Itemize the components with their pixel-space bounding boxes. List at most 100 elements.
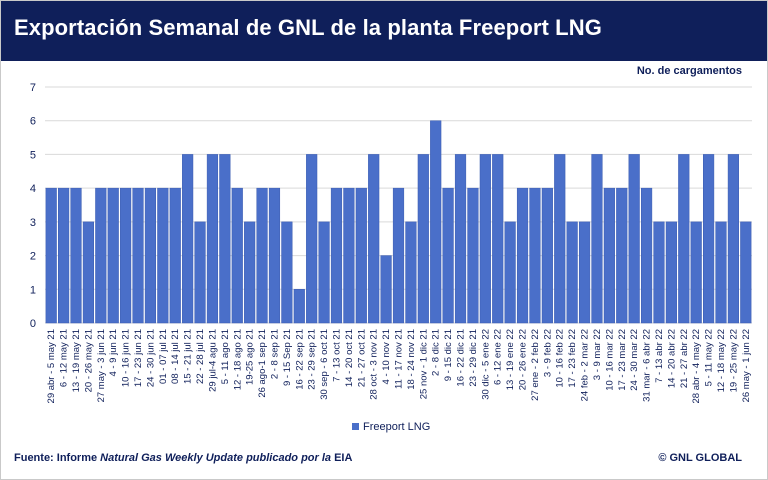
- bar: [157, 187, 169, 324]
- bar: [194, 221, 206, 324]
- x-tick-label: 22 - 28 jul 21: [195, 329, 206, 384]
- x-tick-label: 15 - 21 jul 21: [183, 329, 194, 384]
- x-tick-label: 21 - 27 oct 21: [356, 329, 367, 387]
- x-tick-label: 28 oct - 3 nov 21: [369, 329, 380, 400]
- x-tick-label: 13 - 19 may 21: [71, 329, 82, 392]
- x-tick-label: 23 - 29 dic 21: [468, 329, 479, 387]
- x-tick-label: 16 - 22 sep 21: [294, 329, 305, 390]
- x-tick-label: 3 - 9 mar 22: [592, 329, 603, 380]
- bar: [678, 154, 690, 324]
- bar: [355, 187, 367, 324]
- x-tick-label: 17 - 23 mar 22: [617, 329, 628, 391]
- bar: [281, 221, 293, 324]
- x-tick-label: 7 - 13 oct 21: [331, 329, 342, 382]
- bar: [95, 187, 107, 324]
- bar: [516, 187, 529, 324]
- x-tick-label: 17 - 23 feb 22: [567, 329, 578, 388]
- bar: [417, 154, 429, 324]
- bar: [740, 221, 752, 324]
- x-tick-label: 08 - 14 jul 21: [170, 329, 181, 384]
- bar: [640, 187, 653, 324]
- source-suffix: EIA: [331, 452, 353, 464]
- y-tick-label: 2: [30, 251, 36, 263]
- x-tick-label: 27 may - 3 jun 21: [96, 329, 107, 402]
- x-tick-label: 19-25 ago 21: [245, 329, 256, 385]
- bar: [442, 187, 454, 324]
- bar: [628, 154, 640, 324]
- y-tick-label: 3: [30, 217, 36, 229]
- bar: [541, 187, 553, 324]
- bar: [82, 221, 94, 324]
- bar: [58, 187, 70, 324]
- source-italic: Natural Gas Weekly Update publicado por …: [100, 452, 332, 464]
- x-tick-label: 14 - 20 oct 21: [344, 329, 355, 387]
- bar: [120, 187, 132, 324]
- bar: [467, 187, 479, 324]
- x-tick-label: 24 - 30 mar 22: [629, 329, 640, 391]
- x-tick-label: 17 - 23 jun 21: [133, 329, 144, 387]
- x-tick-label: 5 - 11 ago 21: [220, 329, 231, 384]
- x-tick-label: 27 ene - 2 feb 22: [530, 329, 541, 401]
- bar: [616, 187, 628, 324]
- bar: [343, 187, 355, 324]
- chart-title: Exportación Semanal de GNL de la planta …: [14, 15, 602, 40]
- legend: Freeport LNG: [352, 421, 430, 433]
- bars: [45, 120, 752, 324]
- x-axis-ticks: 29 abr - 5 may 21 6 - 12 may 21 13 - 19 ma…: [46, 329, 752, 403]
- bar: [318, 221, 330, 324]
- x-tick-label: 4 - 10 nov 21: [381, 329, 392, 384]
- x-tick-label: 9 - 15 Sep 21: [282, 329, 293, 386]
- bar: [578, 221, 591, 324]
- x-tick-label: 29 abr - 5 may 21: [46, 329, 57, 403]
- x-tick-label: 12 - 18 may 22: [716, 329, 727, 392]
- bar: [690, 221, 702, 324]
- y-tick-label: 0: [30, 318, 36, 330]
- bar: [380, 255, 392, 324]
- x-tick-label: 4 - 9 jun 21: [108, 329, 119, 377]
- bar: [492, 154, 504, 324]
- x-tick-label: 28 abr - 4 may 22: [691, 329, 702, 403]
- bar: [715, 221, 727, 324]
- x-tick-label: 30 dic - 5 ene 22: [480, 329, 491, 400]
- x-tick-label: 13 - 19 ene 22: [505, 329, 516, 390]
- x-tick-label: 10 - 16 feb 22: [555, 329, 566, 388]
- y-tick-label: 4: [30, 183, 36, 195]
- bar: [293, 289, 305, 324]
- bar: [479, 154, 491, 324]
- bar: [206, 154, 219, 324]
- x-tick-label: 10 - 16 mar 22: [604, 329, 615, 391]
- x-tick-label: 23 - 29 sep 21: [307, 329, 318, 390]
- x-tick-label: 26 may - 1 jun 22: [741, 329, 752, 402]
- x-tick-label: 2 - 8 sep 21: [269, 329, 280, 379]
- bar: [529, 187, 541, 324]
- bar: [330, 187, 343, 324]
- bar: [727, 154, 739, 324]
- bar: [703, 154, 715, 324]
- bar: [368, 154, 380, 324]
- bar: [132, 187, 144, 324]
- bar: [70, 187, 82, 324]
- bar: [665, 221, 677, 324]
- bar: [244, 221, 256, 324]
- x-tick-label: 6 - 12 may 21: [59, 329, 70, 387]
- bar: [107, 187, 119, 324]
- bar: [554, 154, 566, 324]
- bar: [256, 187, 268, 324]
- bar: [405, 221, 417, 324]
- x-tick-label: 31 mar - 6 abr 22: [642, 329, 653, 402]
- bar: [268, 187, 281, 324]
- x-tick-label: 9 - 15 dic 21: [443, 329, 454, 381]
- bar: [219, 154, 231, 324]
- x-tick-label: 18 - 24 nov 21: [406, 329, 417, 390]
- x-tick-label: 3 - 9 feb 22: [542, 329, 553, 377]
- x-tick-label: 6 - 12 ene 22: [493, 329, 504, 385]
- source-prefix: Fuente: Informe: [14, 452, 101, 464]
- x-tick-label: 21 - 27 abr 22: [679, 329, 690, 388]
- bar: [45, 187, 57, 324]
- bar: [169, 187, 181, 324]
- source-note: Fuente: Informe Natural Gas Weekly Updat…: [14, 452, 352, 464]
- x-tick-label: 19 - 25 may 22: [728, 329, 739, 392]
- x-tick-label: 16 - 22 dic 21: [456, 329, 467, 387]
- x-tick-label: 29 jul-4 agu 21: [207, 329, 218, 392]
